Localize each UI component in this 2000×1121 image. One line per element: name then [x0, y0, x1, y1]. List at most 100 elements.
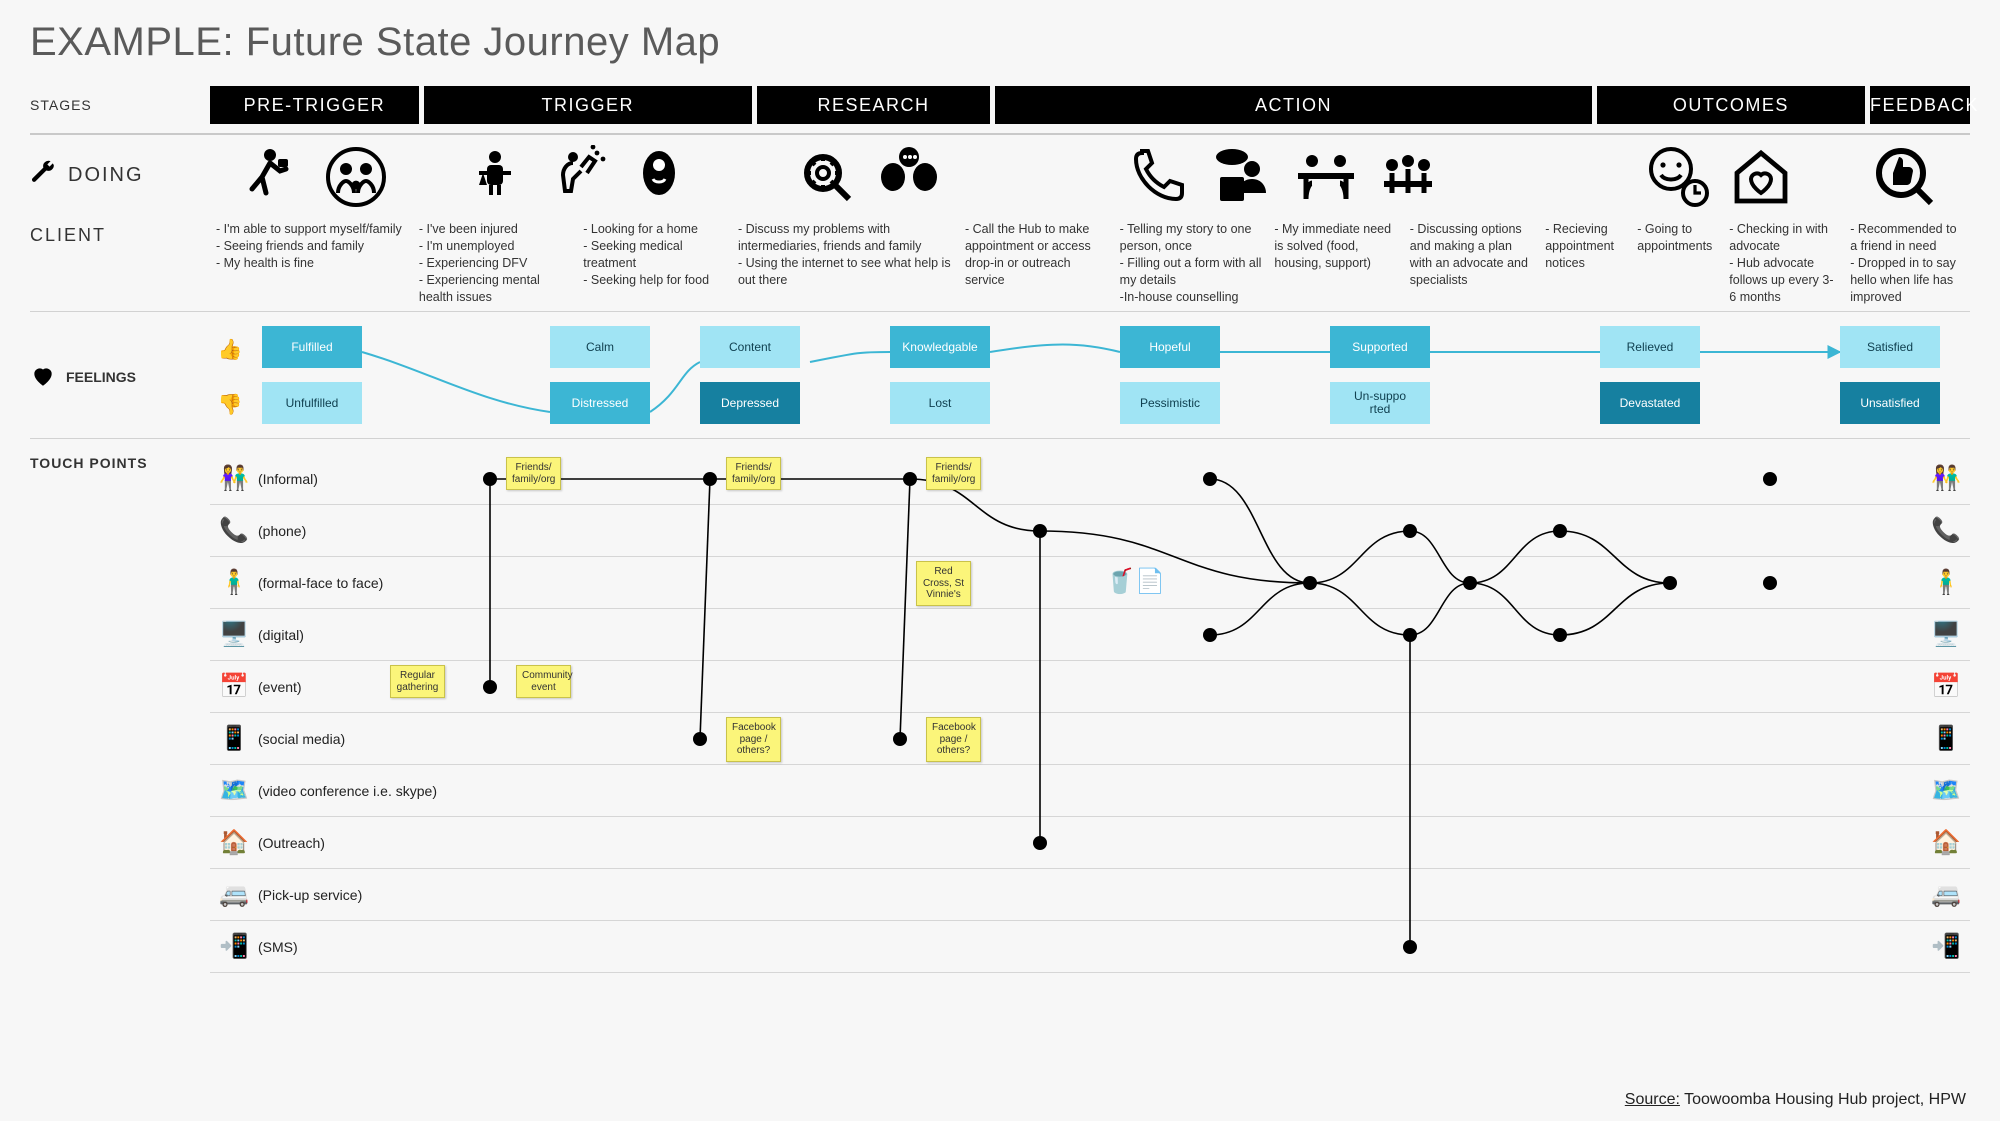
stage-action: ACTION: [995, 86, 1591, 124]
stages-row: STAGES PRE-TRIGGERTRIGGERRESEARCHACTIONO…: [30, 83, 1970, 127]
client-cell-1: - I've been injured - I'm unemployed - E…: [413, 221, 577, 305]
feeling-lost: Lost: [890, 382, 990, 424]
feeling-fulfilled: Fulfilled: [262, 326, 362, 368]
feeling-unsatisfied: Unsatisfied: [1840, 382, 1940, 424]
client-row: CLIENT - I'm able to support myself/fami…: [30, 221, 1970, 305]
informal-icon: 👫: [210, 464, 258, 493]
tp-lane-formal: 🧍‍♂️(formal-face to face)🧍‍♂️: [210, 557, 1970, 609]
formal-label: (formal-face to face): [258, 575, 383, 591]
homeheart-icon: [1729, 145, 1793, 209]
stage-outcomes: OUTCOMES: [1597, 86, 1865, 124]
doing-cell-research: [750, 145, 985, 209]
tp-lane-digital: 🖥️(digital)🖥️: [210, 609, 1970, 661]
outreach-icon-right: 🏠: [1922, 828, 1970, 857]
stage-pretrigger: PRE-TRIGGER: [210, 86, 419, 124]
digital-icon: 🖥️: [210, 620, 258, 649]
journey-board: STAGES PRE-TRIGGERTRIGGERRESEARCHACTIONO…: [30, 83, 1970, 973]
sticky-0: Friends/ family/org: [506, 457, 561, 490]
digital-label: (digital): [258, 627, 304, 643]
social-label: (social media): [258, 731, 345, 747]
touchpoints-label: TOUCH POINTS: [30, 453, 210, 471]
pickup-label: (Pick-up service): [258, 887, 362, 903]
video-label: (video conference i.e. skype): [258, 783, 437, 799]
feeling-relieved: Relieved: [1600, 326, 1700, 368]
client-cell-7: - Discussing options and making a plan w…: [1404, 221, 1539, 305]
tp-lane-social: 📱(social media)📱: [210, 713, 1970, 765]
feeling-supported: Supported: [1330, 326, 1430, 368]
doing-cell-trigger: [420, 145, 750, 209]
video-icon-right: 🗺️: [1922, 776, 1970, 805]
stage-trigger: TRIGGER: [424, 86, 752, 124]
doing-row: DOING: [30, 145, 1970, 209]
outreach-icon: 🏠: [210, 828, 258, 857]
sticky-4: Regular gathering: [390, 665, 445, 698]
source-text: Toowoomba Housing Hub project, HPW: [1680, 1091, 1966, 1108]
sticky-5: Community event: [516, 665, 571, 698]
client-cell-5: - Telling my story to one person, once -…: [1114, 221, 1269, 305]
social-icon: 📱: [210, 724, 258, 753]
digital-icon-right: 🖥️: [1922, 620, 1970, 649]
smileclock-icon: [1647, 145, 1711, 209]
sms-icon: 📲: [210, 932, 258, 961]
pickup-icon-right: 🚐: [1922, 880, 1970, 909]
sticky-2: Friends/ family/org: [926, 457, 981, 490]
walk-icon: [242, 145, 306, 209]
beg-icon: [553, 145, 617, 209]
mini-icon-1: 📄: [1135, 567, 1165, 596]
wrench-icon: [30, 159, 56, 191]
feeling-content: Content: [700, 326, 800, 368]
page-title: EXAMPLE: Future State Journey Map: [30, 20, 1970, 65]
client-cell-3: - Discuss my problems with intermediarie…: [732, 221, 959, 305]
formal-icon-right: 🧍‍♂️: [1922, 568, 1970, 597]
doing-text: DOING: [68, 164, 144, 187]
touchpoints-row: TOUCH POINTS 👫(Informal)👫📞(phone)📞🧍‍♂️(f…: [30, 453, 1970, 973]
mini-icon-0: 🥤: [1105, 567, 1135, 596]
tp-lane-phone: 📞(phone)📞: [210, 505, 1970, 557]
doing-cell-action: [985, 145, 1585, 209]
feelings-row: FEELINGS 👍 👎 FulfilledUnfulfilledCalmDis…: [30, 322, 1970, 432]
thumbsearch-icon: [1873, 145, 1937, 209]
client-cell-4: - Call the Hub to make appointment or ac…: [959, 221, 1114, 305]
client-cell-11: - Recommended to a friend in need - Drop…: [1844, 221, 1970, 305]
feeling-calm: Calm: [550, 326, 650, 368]
family-icon: [324, 145, 388, 209]
sticky-6: Facebook page / others?: [726, 717, 781, 762]
doing-cell-pretrigger: [210, 145, 420, 209]
feeling-hopeful: Hopeful: [1120, 326, 1220, 368]
sticky-3: Red Cross, St Vinnie's: [916, 561, 971, 606]
feeling-unfulfilled: Unfulfilled: [262, 382, 362, 424]
client-cell-2: - Looking for a home - Seeking medical t…: [577, 221, 732, 305]
video-icon: 🗺️: [210, 776, 258, 805]
informal-label: (Informal): [258, 471, 318, 487]
social-icon-right: 📱: [1922, 724, 1970, 753]
event-icon: 📅: [210, 672, 258, 701]
stage-feedback: FEEDBACK: [1870, 86, 1970, 124]
stage-research: RESEARCH: [757, 86, 991, 124]
doing-cell-outcomes: [1585, 145, 1855, 209]
tp-lane-video: 🗺️(video conference i.e. skype)🗺️: [210, 765, 1970, 817]
phone-icon-right: 📞: [1922, 516, 1970, 545]
event-icon-right: 📅: [1922, 672, 1970, 701]
event-label: (event): [258, 679, 302, 695]
feelings-flow-svg: [250, 322, 1970, 432]
tp-lane-pickup: 🚐(Pick-up service)🚐: [210, 869, 1970, 921]
sticky-7: Facebook page / others?: [926, 717, 981, 762]
feelings-lanes: Fulfilled Unfulfilled Calm Distressed Conten…: [250, 322, 1970, 432]
feeling-distressed: Distressed: [550, 382, 650, 424]
feeling-pessimistic: Pessimistic: [1120, 382, 1220, 424]
doing-label: DOING: [30, 145, 210, 191]
source-prefix: Source:: [1625, 1091, 1680, 1108]
sticky-1: Friends/ family/org: [726, 457, 781, 490]
tp-lane-event: 📅(event)📅: [210, 661, 1970, 713]
outreach-label: (Outreach): [258, 835, 325, 851]
tp-lane-sms: 📲(SMS)📲: [210, 921, 1970, 973]
client-cell-8: - Recieving appointment notices: [1539, 221, 1631, 305]
call-icon: [1130, 145, 1194, 209]
table-icon: [1294, 145, 1358, 209]
thumb-icons: 👍 👎: [210, 337, 250, 417]
thumbs-up-icon: 👍: [218, 337, 243, 362]
baby-icon: [635, 145, 699, 209]
client-cell-6: - My immediate need is solved (food, hou…: [1268, 221, 1403, 305]
sms-icon-right: 📲: [1922, 932, 1970, 961]
tp-lane-outreach: 🏠(Outreach)🏠: [210, 817, 1970, 869]
